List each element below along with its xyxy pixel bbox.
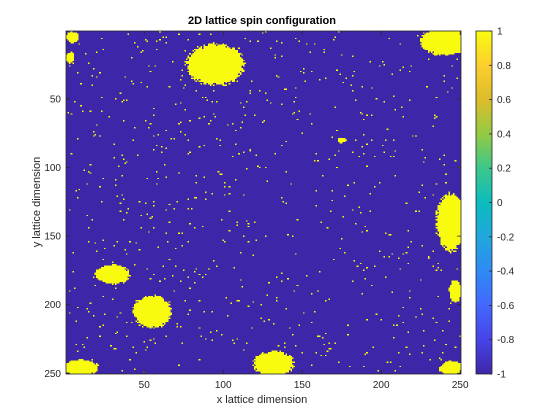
axes-frame (65, 30, 462, 375)
x-axis-label: x lattice dimension (217, 394, 308, 406)
colorbar-tick-label: -0.4 (497, 267, 515, 278)
colorbar-tick-label: -1 (497, 370, 506, 381)
axes-box (65, 30, 462, 375)
colorbar: 1 0.8 0.6 0.4 0.2 0 -0.2 -0.4 -0.6 -0.8 -1 (475, 27, 515, 381)
colorbar-tick-label: -0.2 (497, 232, 515, 243)
y-axis-label: y lattice dimension (31, 157, 43, 248)
x-tick-label: 50 (139, 380, 151, 391)
x-tick-label: 250 (452, 380, 469, 391)
colorbar-tick-label: 0 (497, 198, 503, 209)
y-tick-label: 150 (44, 232, 61, 243)
chart-title: 2D lattice spin configuration (188, 15, 336, 27)
colorbar-tick-label: 1 (497, 27, 503, 38)
y-axis: 50 100 150 200 250 (44, 94, 461, 380)
x-tick-label: 150 (294, 380, 311, 391)
colorbar-tick-label: -0.8 (497, 335, 515, 346)
x-tick-label: 100 (215, 380, 232, 391)
y-tick-label: 200 (44, 300, 61, 311)
x-axis: 50 100 150 200 250 (139, 31, 469, 391)
x-tick-label: 200 (373, 380, 390, 391)
y-tick-label: 50 (50, 94, 62, 105)
colorbar-tick-label: 0.8 (497, 61, 511, 72)
y-tick-label: 100 (44, 163, 61, 174)
y-tick-label: 250 (44, 369, 61, 380)
colorbar-tick-label: 0.6 (497, 95, 511, 106)
colorbar-tick-label: 0.4 (497, 129, 511, 140)
colorbar-tick-label: 0.2 (497, 164, 511, 175)
colorbar-tick-label: -0.6 (497, 301, 515, 312)
heatmap-image (66, 31, 461, 374)
